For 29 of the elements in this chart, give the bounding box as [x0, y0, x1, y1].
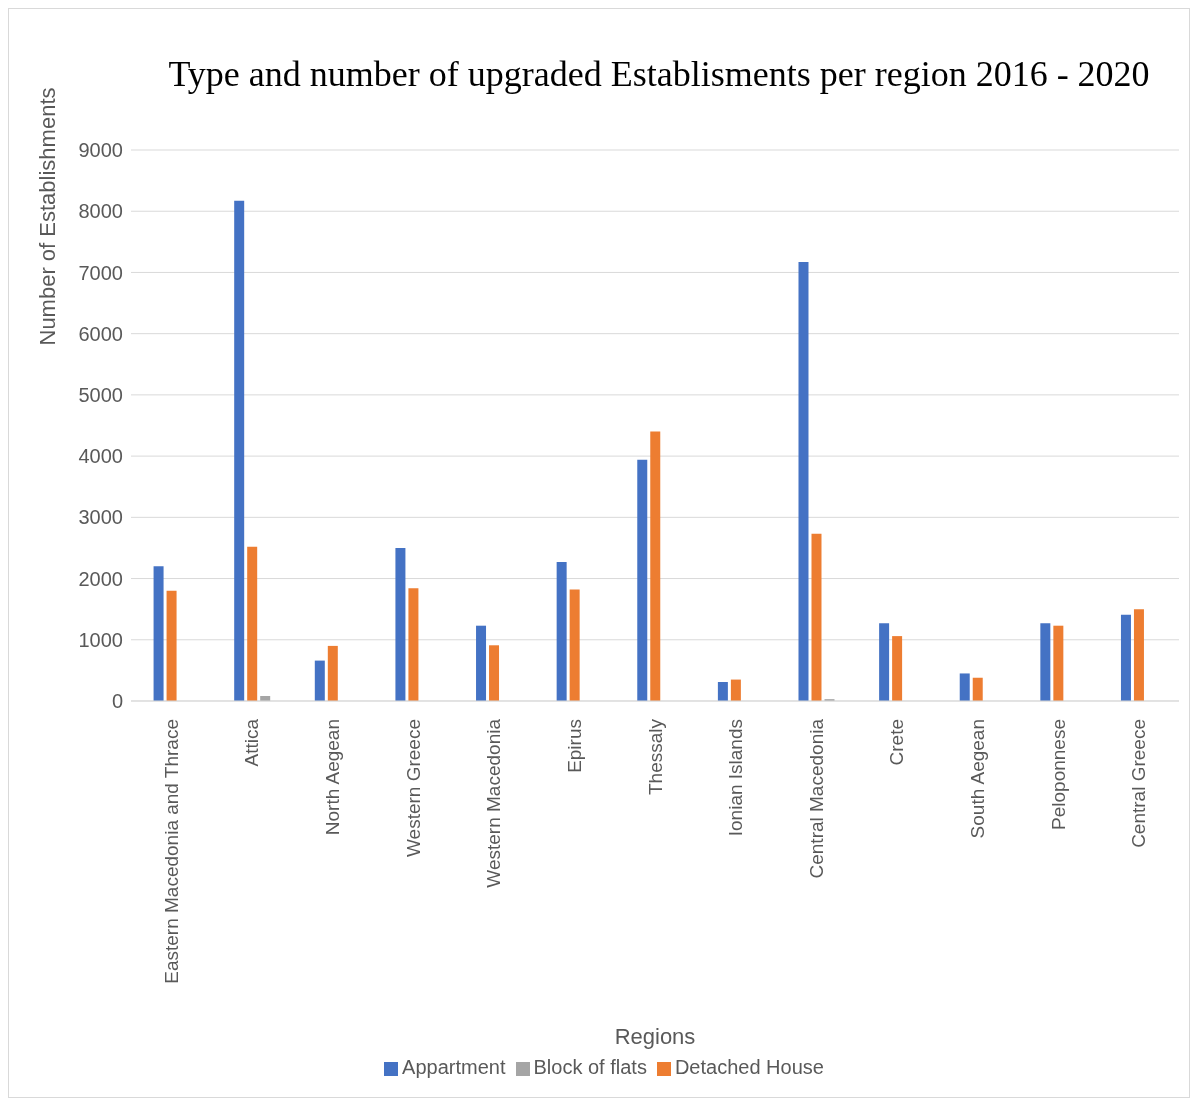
x-tick-label: Eastern Macedonia and Thrace	[160, 719, 182, 984]
x-tick-label: Western Macedonia	[483, 718, 505, 888]
y-tick-label: 8000	[78, 200, 123, 223]
x-tick-label: North Aegean	[322, 719, 344, 836]
x-tick-label: Ionian Islands	[725, 719, 747, 837]
x-tick-label: Thessaly	[644, 718, 666, 796]
y-axis-title: Number of Establishments	[34, 87, 60, 346]
y-tick-label: 5000	[78, 383, 123, 406]
legend-label: Detached House	[674, 1056, 824, 1078]
x-tick-label: Central Macedonia	[805, 718, 827, 879]
x-tick-label: Crete	[886, 719, 908, 766]
x-tick-label: Western Greece	[402, 719, 424, 857]
x-tick-label: Attica	[241, 718, 263, 767]
x-axis-title: Regions	[614, 1024, 696, 1049]
y-tick-label: 9000	[78, 139, 123, 162]
x-tick-label: Central Greece	[1128, 719, 1150, 848]
y-tick-label: 1000	[78, 628, 123, 651]
y-tick-label: 2000	[78, 567, 123, 590]
y-tick-label: 3000	[78, 506, 123, 529]
y-tick-label: 7000	[78, 261, 123, 284]
x-tick-label: Peloponnese	[1047, 719, 1069, 830]
y-tick-label: 4000	[78, 445, 123, 468]
y-tick-label: 6000	[78, 322, 123, 345]
x-tick-label: Epirus	[563, 719, 585, 773]
legend-label: Block of flats	[533, 1056, 647, 1078]
chart-title: Type and number of upgraded Establisments per region 2016 - 2020	[167, 53, 1151, 96]
x-tick-label: South Aegean	[966, 719, 988, 839]
legend-label: Appartment	[402, 1056, 506, 1078]
y-tick-label: 0	[111, 690, 123, 713]
